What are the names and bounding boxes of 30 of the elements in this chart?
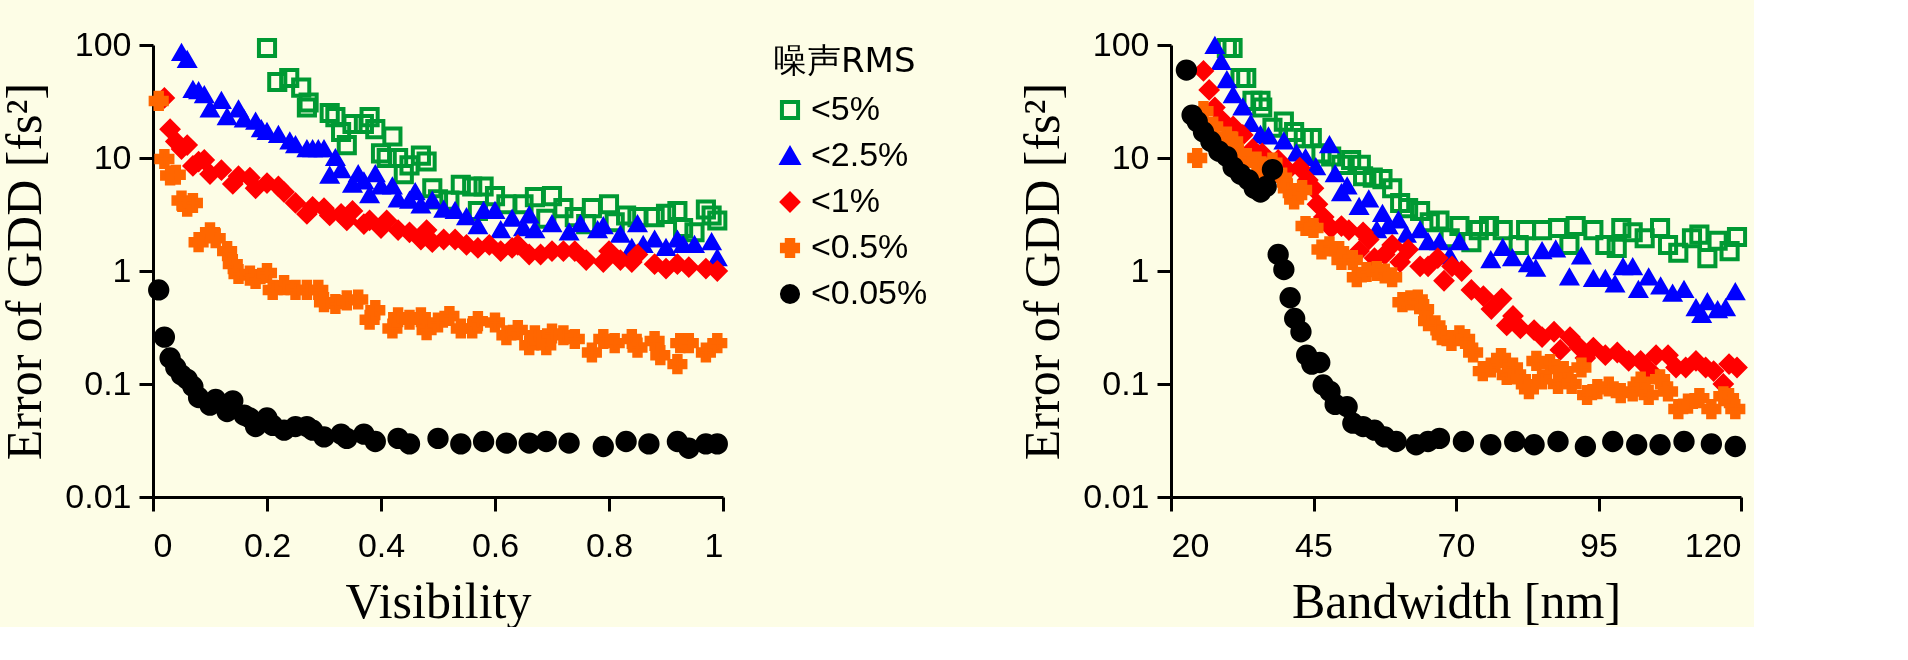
x-tick-label: 45	[1295, 525, 1333, 564]
y-tick-label: 100	[1092, 24, 1150, 63]
legend-title: 噪声RMS	[773, 40, 916, 80]
x-tick-label: 120	[1684, 525, 1742, 564]
legend-label: <1%	[811, 181, 880, 219]
y-tick-label: 1	[112, 250, 132, 289]
x-tick-label: 1	[704, 525, 724, 564]
legend-label: <2.5%	[811, 135, 909, 173]
x-tick-label: 0.6	[471, 525, 520, 564]
y-axis-title: Error of GDD [fs²]	[1014, 82, 1071, 461]
legend-label: <0.05%	[811, 273, 928, 311]
x-tick-label: 0.8	[585, 525, 634, 564]
y-tick-label: 0.1	[84, 363, 132, 402]
legend-label: <0.5%	[811, 227, 909, 265]
y-tick-label: 0.01	[1083, 476, 1150, 515]
y-tick-label: 0.1	[1102, 363, 1150, 402]
x-tick-label: 0.2	[243, 525, 292, 564]
y-axis-title: Error of GDD [fs²]	[0, 82, 53, 461]
x-tick-label: 0.4	[357, 525, 406, 564]
legend-label: <5%	[811, 89, 880, 127]
x-tick-label: 0	[153, 525, 173, 564]
x-axis-title: Bandwidth [nm]	[1291, 572, 1622, 629]
y-tick-label: 1	[1130, 250, 1150, 289]
x-tick-label: 70	[1437, 525, 1476, 564]
x-tick-label: 95	[1580, 525, 1618, 564]
y-tick-label: 10	[93, 137, 132, 176]
y-tick-label: 10	[1111, 137, 1150, 176]
y-tick-label: 0.01	[65, 476, 132, 515]
y-tick-label: 100	[74, 24, 132, 63]
x-tick-label: 20	[1171, 525, 1210, 564]
